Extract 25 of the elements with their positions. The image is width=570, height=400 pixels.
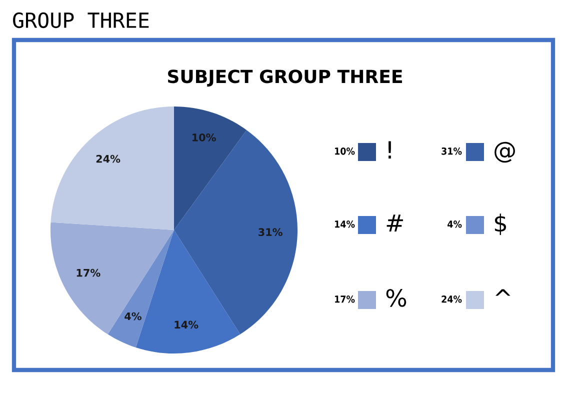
data-label: 24% [96, 154, 120, 163]
text: 17% [335, 295, 355, 303]
legend-label: ^ [496, 289, 510, 296]
data-label: 17% [76, 268, 100, 277]
data-label: 10% [192, 134, 216, 142]
legend-label: $ [494, 214, 506, 235]
text: 10% [335, 147, 355, 155]
chart-subtitle: SUBJECT GROUP THREE [168, 70, 402, 87]
pie-slice [108, 230, 174, 348]
text: 14% [335, 220, 355, 228]
pie-slice [174, 130, 298, 334]
legend-label: @ [494, 142, 515, 163]
text: 4% [448, 220, 462, 228]
legend-label: # [386, 214, 403, 232]
legend-label: % [386, 288, 406, 307]
data-label: 31% [258, 228, 282, 236]
data-label: 14% [174, 320, 198, 329]
data-label: 4% [124, 312, 142, 320]
pie-slice [174, 106, 247, 230]
text: 24% [442, 295, 462, 303]
legend-label: ! [388, 141, 391, 159]
text: 31% [442, 147, 462, 155]
pie-slice [50, 106, 174, 230]
pie-slice [50, 222, 174, 334]
chart-title: GROUP THREE [13, 12, 149, 28]
